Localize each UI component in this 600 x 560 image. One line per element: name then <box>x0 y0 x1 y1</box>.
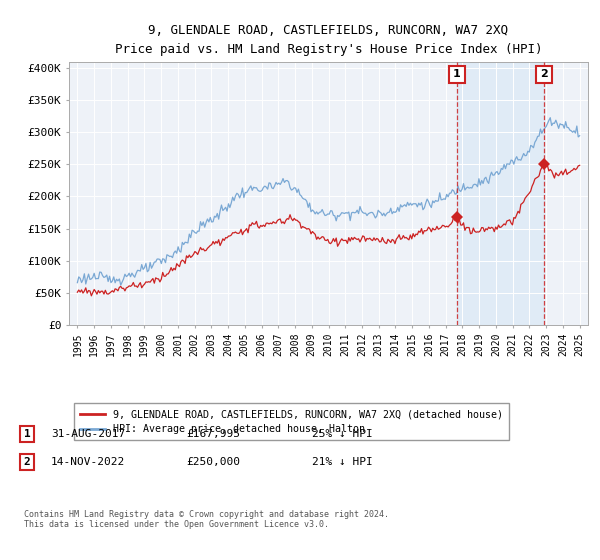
Text: 14-NOV-2022: 14-NOV-2022 <box>51 457 125 467</box>
Text: 31-AUG-2017: 31-AUG-2017 <box>51 429 125 439</box>
Text: £250,000: £250,000 <box>186 457 240 467</box>
Text: 2: 2 <box>23 457 31 467</box>
Text: 1: 1 <box>23 429 31 439</box>
Text: 21% ↓ HPI: 21% ↓ HPI <box>312 457 373 467</box>
Bar <box>457 62 544 325</box>
Text: Contains HM Land Registry data © Crown copyright and database right 2024.
This d: Contains HM Land Registry data © Crown c… <box>24 510 389 529</box>
Text: 2: 2 <box>540 69 548 80</box>
Legend: 9, GLENDALE ROAD, CASTLEFIELDS, RUNCORN, WA7 2XQ (detached house), HPI: Average : 9, GLENDALE ROAD, CASTLEFIELDS, RUNCORN,… <box>74 404 509 441</box>
Text: £167,995: £167,995 <box>186 429 240 439</box>
Text: 25% ↓ HPI: 25% ↓ HPI <box>312 429 373 439</box>
Title: 9, GLENDALE ROAD, CASTLEFIELDS, RUNCORN, WA7 2XQ
Price paid vs. HM Land Registry: 9, GLENDALE ROAD, CASTLEFIELDS, RUNCORN,… <box>115 24 542 56</box>
Text: 1: 1 <box>453 69 461 80</box>
